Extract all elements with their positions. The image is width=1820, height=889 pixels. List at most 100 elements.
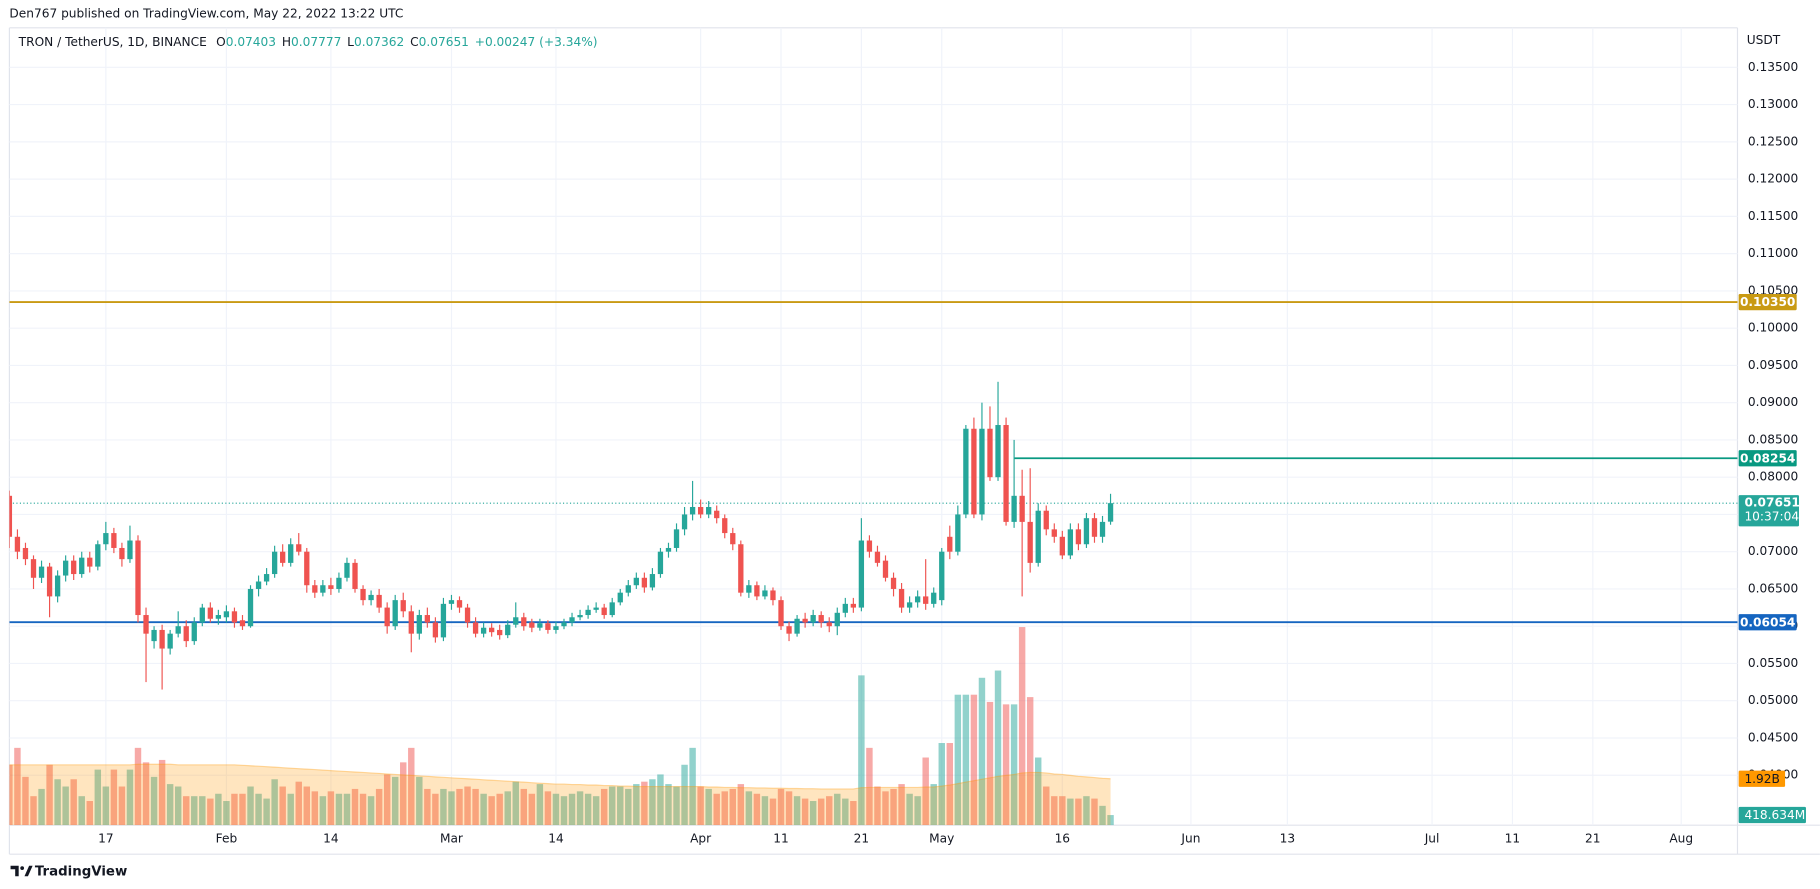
volume-bar bbox=[801, 798, 809, 826]
candle-body bbox=[79, 557, 85, 575]
levels bbox=[9, 301, 1738, 624]
volume-bar bbox=[279, 786, 286, 826]
volume-bar bbox=[22, 776, 29, 826]
volume-bar bbox=[1026, 697, 1034, 826]
volume-bar bbox=[994, 670, 1002, 826]
volume-bar bbox=[600, 788, 608, 826]
candle-body bbox=[135, 540, 141, 616]
candle-body bbox=[906, 602, 913, 608]
candle-body bbox=[979, 428, 985, 515]
candle-body bbox=[95, 544, 101, 567]
volume-bar bbox=[673, 786, 680, 826]
candle-body bbox=[215, 615, 222, 619]
volume-bar bbox=[496, 793, 503, 826]
x-tick-label: 21 bbox=[854, 832, 870, 846]
candle-body bbox=[271, 551, 278, 575]
volume-bar bbox=[665, 784, 672, 826]
legend-key: L bbox=[347, 34, 354, 48]
candle-body bbox=[63, 560, 69, 576]
candle-body bbox=[497, 629, 503, 636]
candle-body bbox=[617, 592, 623, 603]
volume-bar bbox=[809, 801, 817, 826]
volume-bar bbox=[335, 793, 343, 826]
volume-bar bbox=[247, 786, 254, 826]
volume-bar bbox=[866, 747, 873, 826]
volume-bar bbox=[207, 798, 214, 826]
last-price-label: 0.07651 bbox=[1744, 496, 1799, 510]
candle-body bbox=[505, 624, 511, 636]
volume-bar bbox=[134, 747, 142, 826]
y-tick-label: 0.13500 bbox=[1748, 60, 1798, 74]
candle-body bbox=[513, 617, 519, 625]
volume-bar bbox=[432, 793, 439, 826]
volume-bar bbox=[906, 793, 913, 826]
legend-value: 0.07777 bbox=[291, 34, 341, 48]
candle-body bbox=[697, 506, 704, 515]
volume-bar bbox=[1043, 786, 1050, 826]
candle-body bbox=[38, 566, 45, 578]
y-tick-label: 0.08000 bbox=[1748, 470, 1798, 484]
volume-bar bbox=[319, 796, 327, 826]
volume-bar bbox=[898, 784, 905, 826]
candle-body bbox=[1083, 518, 1090, 545]
candle-body bbox=[738, 544, 744, 593]
candle-body bbox=[995, 425, 1001, 478]
candle-body bbox=[826, 622, 832, 627]
volume-bar bbox=[38, 788, 45, 826]
candle-body bbox=[456, 600, 463, 608]
volume-bar bbox=[986, 701, 994, 826]
level-label: 0.06054 bbox=[1740, 615, 1795, 629]
legend-key: C bbox=[410, 34, 419, 48]
candle-body bbox=[22, 547, 29, 560]
candle-body bbox=[368, 594, 374, 601]
y-tick-label: 0.07000 bbox=[1748, 544, 1798, 558]
candle-body bbox=[448, 600, 455, 604]
volume-bar bbox=[890, 788, 897, 826]
candle-body bbox=[641, 577, 648, 588]
candle-body bbox=[866, 540, 873, 552]
x-tick-label: 13 bbox=[1280, 832, 1296, 846]
candle-body bbox=[842, 603, 848, 613]
volume-bar bbox=[504, 791, 511, 826]
volume-bar bbox=[641, 781, 648, 826]
candle-body bbox=[30, 559, 37, 578]
candle-body bbox=[730, 533, 736, 545]
candle-body bbox=[464, 607, 471, 623]
x-tick-label: Aug bbox=[1669, 832, 1693, 846]
volume-bar bbox=[303, 786, 311, 826]
candle-body bbox=[521, 617, 527, 627]
volume-bar bbox=[239, 793, 246, 826]
volume-bar bbox=[850, 801, 857, 826]
volume-bar bbox=[1018, 627, 1026, 826]
volume-bar bbox=[472, 788, 479, 826]
candle-body bbox=[931, 592, 937, 604]
volume-bar bbox=[568, 793, 576, 826]
volume-bar bbox=[761, 796, 769, 826]
candle-body bbox=[9, 495, 13, 537]
volume-bar bbox=[657, 774, 664, 826]
volume-bar bbox=[737, 784, 745, 826]
volume-bar bbox=[584, 793, 592, 826]
volume-pane bbox=[9, 627, 1114, 826]
candle-body bbox=[71, 560, 77, 575]
candle-body bbox=[408, 611, 414, 634]
candle-body bbox=[593, 607, 599, 610]
x-tick-label: 16 bbox=[1055, 832, 1071, 846]
legend-value: 0.07651 bbox=[419, 34, 469, 48]
volume-bar bbox=[1099, 805, 1106, 826]
volume-bar bbox=[705, 788, 712, 826]
candle-body bbox=[392, 600, 398, 627]
candle-body bbox=[1075, 529, 1082, 545]
y-tick-label: 0.11500 bbox=[1748, 209, 1798, 223]
candle-body bbox=[601, 607, 607, 616]
volume-bar bbox=[681, 764, 688, 826]
candle-body bbox=[770, 590, 776, 601]
y-tick-label: 0.10000 bbox=[1748, 321, 1798, 335]
volume-bar bbox=[158, 759, 166, 826]
volume-bar bbox=[271, 779, 278, 826]
y-tick-label: 0.06500 bbox=[1748, 581, 1798, 595]
candle-body bbox=[746, 585, 752, 593]
y-tick-label: 0.10500 bbox=[1748, 283, 1798, 297]
volume-bar bbox=[351, 788, 359, 826]
